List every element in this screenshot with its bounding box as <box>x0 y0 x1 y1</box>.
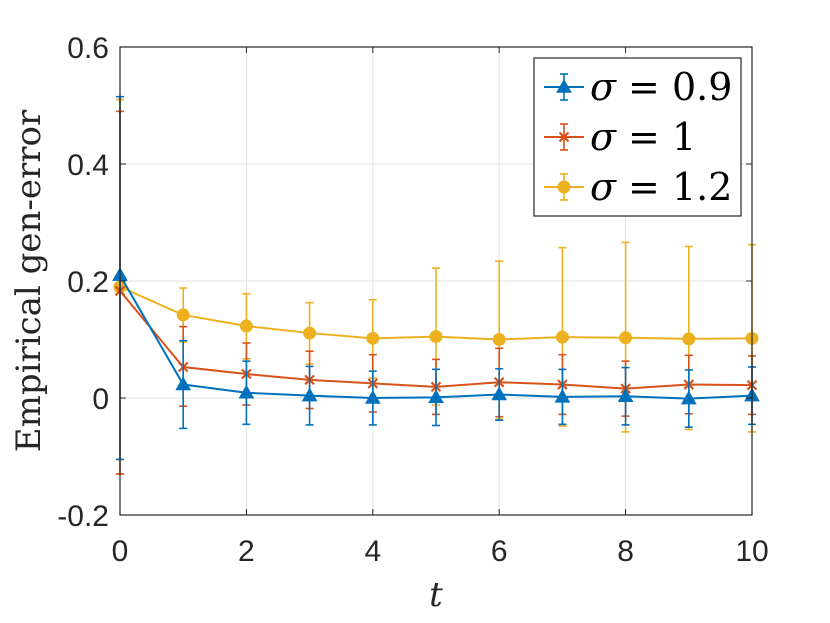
data-marker <box>364 389 381 404</box>
data-marker <box>682 332 696 346</box>
y-tick-label: -0.2 <box>57 500 109 533</box>
x-tick-label: 0 <box>112 535 129 568</box>
data-marker <box>303 326 317 340</box>
data-marker <box>491 386 508 401</box>
data-marker <box>617 388 634 402</box>
x-tick-label: 10 <box>735 535 768 568</box>
data-marker <box>239 319 253 333</box>
data-marker <box>680 390 697 405</box>
x-tick-label: 6 <box>491 535 508 568</box>
legend-entry: σ = 1.2 <box>544 165 732 209</box>
legend-label: σ = 1 <box>590 115 696 159</box>
legend-entry: σ = 0.9 <box>544 65 732 109</box>
data-marker <box>366 331 380 345</box>
data-marker <box>428 389 444 404</box>
data-marker <box>238 384 255 399</box>
x-tick-label: 8 <box>617 535 634 568</box>
y-tick-label: 0.2 <box>67 266 109 299</box>
y-tick-label: 0 <box>92 383 109 416</box>
x-tick-label: 4 <box>364 535 381 568</box>
y-tick-label: 0.6 <box>67 32 109 65</box>
ticks: 0 2 4 6 8 10-0.200.20.40.6 <box>57 32 768 568</box>
data-marker <box>619 331 633 345</box>
data-marker <box>557 180 571 194</box>
data-marker <box>492 333 506 346</box>
data-marker <box>554 388 571 403</box>
y-axis-label: Empirical gen-error <box>9 109 49 452</box>
data-marker-stroke <box>558 131 570 143</box>
data-marker <box>556 78 572 93</box>
x-tick-label: 2 <box>238 535 255 568</box>
data-marker <box>558 131 570 143</box>
x-axis-label: t <box>429 575 443 615</box>
legend: σ = 0.9 σ = 1 σ = 1.2 <box>533 57 742 217</box>
y-tick-label: 0.4 <box>67 149 109 182</box>
data-marker <box>555 330 569 344</box>
data-marker <box>176 308 190 322</box>
legend-entry: σ = 1 <box>544 115 696 159</box>
legend-label: σ = 1.2 <box>590 165 732 209</box>
data-marker <box>429 330 443 344</box>
data-marker <box>301 387 318 402</box>
data-marker <box>175 376 192 391</box>
legend-label: σ = 0.9 <box>590 65 732 109</box>
